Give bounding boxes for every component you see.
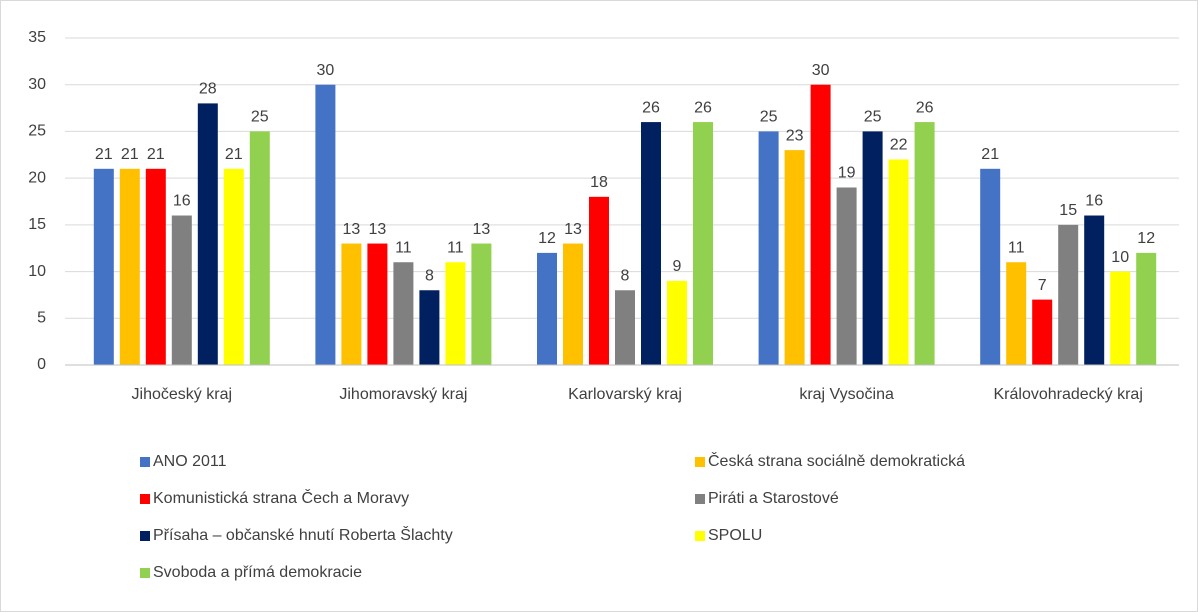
data-label: 30 xyxy=(812,62,830,79)
bar xyxy=(93,168,114,365)
data-label: 21 xyxy=(147,146,165,163)
legend-marker xyxy=(695,494,705,504)
data-label: 18 xyxy=(590,174,608,191)
y-tick-label: 35 xyxy=(28,29,46,46)
data-label: 16 xyxy=(1085,193,1103,210)
bar xyxy=(784,150,805,365)
bar xyxy=(145,168,166,365)
data-label: 13 xyxy=(343,221,361,238)
data-label: 12 xyxy=(1137,230,1155,247)
bar xyxy=(810,84,831,365)
bar xyxy=(1110,271,1131,365)
bar xyxy=(693,122,713,365)
legend-label: ANO 2011 xyxy=(153,453,227,470)
data-label: 25 xyxy=(864,109,882,126)
y-tick-label: 15 xyxy=(28,216,46,233)
legend-label: Komunistická strana Čech a Moravy xyxy=(153,488,409,507)
data-label: 26 xyxy=(916,99,934,116)
data-label: 25 xyxy=(251,109,269,126)
data-label: 12 xyxy=(538,230,556,247)
bar xyxy=(1084,215,1105,365)
bar xyxy=(589,196,609,365)
legend-label: Piráti a Starostové xyxy=(708,490,839,507)
data-label: 28 xyxy=(199,81,217,98)
x-tick-label: Jihomoravský kraj xyxy=(339,386,467,403)
y-tick-label: 5 xyxy=(37,310,46,327)
data-label: 30 xyxy=(317,62,335,79)
legend-marker xyxy=(140,457,150,467)
legend-marker xyxy=(695,531,705,541)
data-label: 13 xyxy=(369,221,387,238)
bar xyxy=(563,243,583,365)
bar xyxy=(537,252,557,365)
bar xyxy=(615,290,635,365)
legend-marker xyxy=(695,457,705,467)
bar xyxy=(1006,262,1027,365)
bar xyxy=(471,243,492,365)
bar xyxy=(1058,224,1079,365)
bar xyxy=(888,159,909,365)
data-label: 21 xyxy=(95,146,113,163)
data-label: 22 xyxy=(890,137,908,154)
bar xyxy=(341,243,362,365)
bar xyxy=(367,243,388,365)
data-label: 21 xyxy=(981,146,999,163)
data-label: 15 xyxy=(1059,202,1077,219)
x-tick-label: Karlovarský kraj xyxy=(568,386,682,403)
x-tick-label: kraj Vysočina xyxy=(799,386,894,403)
bar xyxy=(119,168,140,365)
bar xyxy=(836,187,857,365)
bar xyxy=(315,84,336,365)
data-label: 21 xyxy=(121,146,139,163)
data-label: 19 xyxy=(838,165,856,182)
bar xyxy=(758,131,779,365)
bar xyxy=(862,131,883,365)
bar xyxy=(393,262,414,365)
data-label: 25 xyxy=(760,109,778,126)
legend-label: SPOLU xyxy=(708,527,762,544)
data-label: 11 xyxy=(1008,239,1025,256)
bar xyxy=(419,290,440,365)
data-label: 26 xyxy=(642,99,660,116)
y-tick-label: 30 xyxy=(28,76,46,93)
x-tick-label: Jihočeský kraj xyxy=(132,386,232,403)
legend-marker xyxy=(140,568,150,578)
data-label: 8 xyxy=(425,267,434,284)
data-label: 13 xyxy=(473,221,491,238)
bar xyxy=(171,215,192,365)
legend-marker xyxy=(140,494,150,504)
data-label: 11 xyxy=(395,239,412,256)
bar xyxy=(1136,252,1157,365)
y-tick-label: 10 xyxy=(28,263,46,280)
y-tick-label: 20 xyxy=(28,169,46,186)
legend-label: Česká strana sociálně demokratická xyxy=(708,451,965,470)
data-label: 23 xyxy=(786,127,804,144)
bar xyxy=(641,122,661,365)
y-tick-label: 0 xyxy=(37,356,46,373)
data-label: 8 xyxy=(621,267,630,284)
legend-label: Přísaha – občanské hnutí Roberta Šlachty xyxy=(153,525,453,544)
x-tick-label: Královohradecký kraj xyxy=(993,386,1142,403)
data-label: 21 xyxy=(225,146,243,163)
data-label: 10 xyxy=(1111,249,1129,266)
legend-label: Svoboda a přímá demokracie xyxy=(153,564,362,581)
bar xyxy=(980,168,1001,365)
data-label: 7 xyxy=(1038,277,1047,294)
bar xyxy=(249,131,270,365)
bar xyxy=(197,103,218,366)
bar xyxy=(445,262,466,365)
data-label: 13 xyxy=(564,221,582,238)
data-label: 26 xyxy=(694,99,712,116)
data-label: 9 xyxy=(673,258,682,275)
bar xyxy=(667,280,687,365)
y-tick-label: 25 xyxy=(28,123,46,140)
legend-marker xyxy=(140,531,150,541)
data-label: 16 xyxy=(173,193,191,210)
data-label: 11 xyxy=(447,239,464,256)
bar xyxy=(914,122,935,365)
bar xyxy=(1032,299,1053,365)
bar xyxy=(223,168,244,365)
